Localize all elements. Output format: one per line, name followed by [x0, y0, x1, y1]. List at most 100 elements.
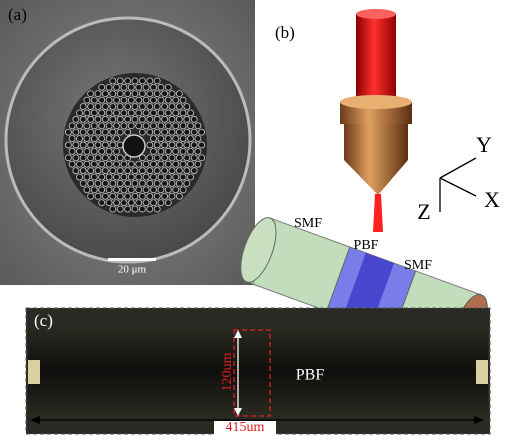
air-hole — [164, 122, 172, 130]
air-hole — [101, 192, 109, 200]
air-hole — [138, 192, 146, 200]
air-hole — [68, 147, 76, 155]
air-hole — [142, 173, 150, 181]
air-hole — [87, 128, 95, 136]
air-hole — [194, 147, 202, 155]
air-hole — [98, 160, 106, 168]
air-hole — [157, 186, 165, 194]
air-hole — [127, 122, 135, 130]
air-hole — [79, 180, 87, 187]
air-hole — [116, 103, 124, 110]
air-hole — [161, 128, 169, 136]
air-hole — [105, 186, 113, 194]
air-hole — [116, 154, 124, 162]
axis-label: Z — [417, 199, 430, 224]
air-hole — [124, 180, 132, 187]
air-hole — [146, 192, 154, 200]
air-hole — [127, 186, 135, 194]
air-hole — [135, 160, 143, 168]
air-hole — [198, 141, 206, 149]
air-hole — [168, 103, 176, 110]
air-hole — [168, 90, 176, 98]
air-hole — [150, 83, 157, 91]
segment-label: PBF — [354, 238, 379, 253]
air-hole — [146, 115, 154, 123]
air-hole — [172, 160, 180, 168]
air-holes — [64, 77, 206, 213]
air-hole — [150, 173, 157, 181]
air-hole — [113, 199, 120, 207]
air-hole — [94, 103, 102, 110]
air-hole — [113, 109, 120, 117]
air-hole — [116, 128, 124, 136]
air-hole — [150, 109, 157, 117]
air-hole — [164, 199, 172, 207]
air-hole — [172, 109, 180, 117]
air-hole — [153, 180, 161, 187]
end-glare — [28, 360, 40, 384]
air-hole — [120, 83, 128, 91]
air-hole — [124, 167, 132, 175]
hollow-core — [122, 134, 146, 158]
air-hole — [98, 199, 106, 207]
air-hole — [138, 90, 146, 98]
label-bg — [214, 421, 276, 435]
air-hole — [146, 77, 154, 85]
air-hole — [187, 135, 194, 143]
air-hole — [175, 180, 183, 187]
air-hole — [124, 192, 132, 200]
arrow-head — [474, 416, 484, 424]
air-hole — [131, 192, 139, 200]
air-hole — [101, 128, 109, 136]
air-hole — [138, 180, 146, 187]
air-hole — [113, 147, 120, 155]
air-hole — [124, 115, 132, 123]
fiber-end — [240, 217, 277, 283]
air-hole — [157, 83, 165, 91]
air-hole — [175, 90, 183, 98]
air-hole — [194, 122, 202, 130]
air-hole — [175, 192, 183, 200]
air-hole — [72, 167, 80, 175]
air-hole — [90, 147, 98, 155]
air-hole — [187, 109, 194, 117]
air-hole — [79, 167, 87, 175]
air-hole — [150, 122, 157, 130]
exposed-zone-box — [233, 329, 271, 417]
air-hole — [157, 135, 165, 143]
air-hole — [87, 90, 95, 98]
air-hole — [168, 141, 176, 149]
air-hole — [98, 83, 106, 91]
segment-label: SMF — [294, 216, 322, 231]
air-hole — [153, 115, 161, 123]
air-hole — [120, 199, 128, 207]
air-hole — [87, 192, 95, 200]
air-hole — [157, 147, 165, 155]
air-hole — [79, 154, 87, 162]
air-hole — [135, 199, 143, 207]
segment-label: SMF — [404, 258, 432, 273]
air-hole — [109, 167, 117, 175]
air-hole — [190, 154, 198, 162]
air-hole — [157, 122, 165, 130]
air-hole — [142, 109, 150, 117]
air-hole — [72, 115, 80, 123]
air-hole — [164, 96, 172, 104]
air-hole — [157, 109, 165, 117]
air-hole — [146, 180, 154, 187]
air-hole — [142, 199, 150, 207]
air-hole — [190, 167, 198, 175]
air-hole — [87, 180, 95, 187]
air-hole — [187, 173, 194, 181]
air-hole — [76, 109, 83, 117]
air-hole — [116, 90, 124, 98]
air-hole — [198, 154, 206, 162]
air-hole — [157, 199, 165, 207]
panel-label: (c) — [34, 311, 53, 330]
air-hole — [150, 186, 157, 194]
length-label: 415um — [226, 420, 265, 435]
air-hole — [175, 154, 183, 162]
air-hole — [187, 147, 194, 155]
air-hole — [87, 141, 95, 149]
air-hole — [179, 173, 187, 181]
